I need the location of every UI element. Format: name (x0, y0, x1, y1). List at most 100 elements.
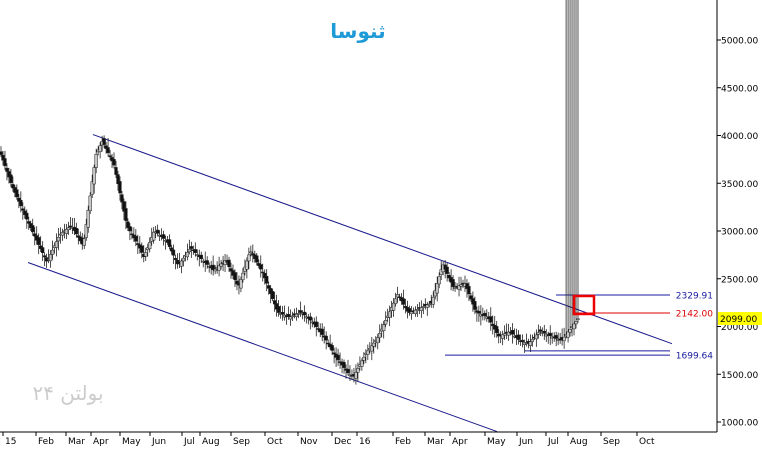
candle (128, 223, 132, 241)
candle (84, 218, 88, 241)
candle-body (86, 209, 90, 228)
candle (98, 142, 102, 159)
candle-body (362, 356, 366, 361)
candle-body (144, 252, 148, 257)
price-level-labels: 2329.91 2142.00 1699.64 (676, 291, 713, 361)
x-tick-label: Mar (68, 437, 85, 447)
candle-body (76, 235, 80, 238)
candle-body (5, 167, 9, 172)
candle-body (435, 283, 439, 294)
candle-body (116, 174, 120, 184)
candle (122, 198, 126, 221)
candle (562, 327, 566, 349)
candle (193, 242, 197, 257)
candle-body (211, 264, 215, 271)
candle-body (421, 306, 425, 308)
candle-body (530, 339, 535, 342)
candle-body (469, 295, 473, 300)
candle (473, 296, 477, 315)
candle (489, 307, 493, 331)
chart-title: ثنوسا (330, 19, 385, 43)
candle (17, 193, 21, 209)
candle (395, 286, 400, 303)
candle (9, 168, 13, 188)
candle (0, 146, 3, 158)
candle-body (356, 368, 360, 373)
candle (104, 141, 108, 154)
candle (451, 275, 455, 292)
candle-body (495, 326, 499, 333)
candle (288, 309, 293, 326)
candle (7, 167, 11, 184)
candle-body (255, 255, 259, 263)
candle-body (387, 311, 392, 318)
candlestick-series (0, 0, 580, 385)
candle-body (39, 245, 43, 249)
candle-body (572, 323, 576, 330)
level-label: 1699.64 (676, 352, 713, 362)
candle-body (566, 331, 570, 338)
candle-body (169, 247, 174, 252)
candle (167, 234, 172, 250)
candle-body (128, 226, 132, 232)
candle (342, 359, 346, 374)
candle (249, 245, 253, 257)
candle-body (15, 189, 19, 198)
candle (54, 233, 59, 257)
candle (114, 160, 118, 178)
candle (330, 342, 334, 355)
candle (241, 267, 245, 283)
candle (21, 202, 25, 220)
candle-body (342, 361, 346, 368)
candle-body (126, 221, 130, 228)
candle-body (104, 145, 108, 149)
candle-body (336, 354, 340, 361)
candle (413, 306, 418, 317)
candle (459, 276, 463, 292)
candle-body (187, 249, 192, 252)
candle (213, 265, 217, 275)
x-tick-label: Dec (334, 437, 351, 447)
candle (152, 226, 156, 244)
candle (445, 263, 449, 282)
candle (542, 324, 546, 340)
candle-body (562, 336, 566, 342)
candle-body (114, 167, 118, 175)
candle (356, 362, 360, 382)
candle-body (419, 307, 424, 311)
candle-body (288, 316, 293, 320)
candle-body (161, 234, 166, 239)
x-tick-label: Sep (603, 437, 620, 447)
candle (50, 240, 55, 260)
candle-body (68, 225, 73, 228)
candle-body (251, 253, 255, 256)
candle (255, 252, 259, 266)
candle-body (217, 265, 221, 271)
candle (120, 190, 124, 210)
candle (66, 221, 71, 235)
candle-body (510, 330, 515, 335)
candle (354, 364, 358, 385)
candle-body (314, 321, 318, 328)
candle-body (205, 260, 209, 265)
candle-body (21, 208, 25, 211)
candle-body (294, 313, 299, 318)
candle (140, 242, 144, 259)
candle-body (82, 238, 86, 246)
candle-body (140, 245, 144, 253)
candle (465, 279, 469, 298)
candle (372, 338, 376, 354)
candle-body (235, 280, 239, 285)
candle-body (152, 231, 156, 241)
candle-body (50, 249, 55, 255)
candle (171, 244, 176, 265)
candle-body (155, 229, 160, 234)
candle (403, 298, 408, 314)
x-axis: 15 Feb Mar Apr May Jun Jul Aug Sep Oct Nov Dec 16 Feb… (2, 432, 655, 447)
candle-body (136, 243, 140, 245)
candle (267, 281, 271, 295)
candle-body (247, 254, 251, 262)
candle (118, 176, 122, 201)
candle (3, 150, 7, 171)
candle-body (181, 257, 186, 262)
